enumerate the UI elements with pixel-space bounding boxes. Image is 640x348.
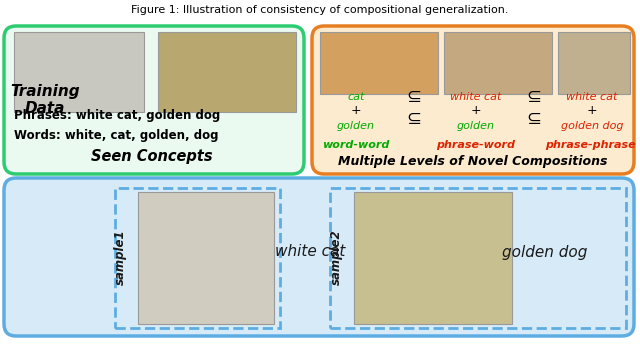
Text: golden dog: golden dog <box>502 245 588 260</box>
Text: cat: cat <box>348 92 365 102</box>
Text: Figure 1: Illustration of consistency of compositional generalization.: Figure 1: Illustration of consistency of… <box>131 5 509 15</box>
Text: ⊆: ⊆ <box>527 88 541 106</box>
FancyBboxPatch shape <box>4 178 634 336</box>
Text: phrase-phrase: phrase-phrase <box>545 140 636 150</box>
Bar <box>444 32 552 94</box>
Bar <box>330 188 626 328</box>
FancyBboxPatch shape <box>4 26 304 174</box>
Text: Phrases: white cat, golden dog: Phrases: white cat, golden dog <box>14 110 220 122</box>
Text: white cat: white cat <box>275 245 345 260</box>
Bar <box>558 32 630 94</box>
Bar <box>115 188 280 328</box>
Text: golden dog: golden dog <box>561 121 623 131</box>
Bar <box>14 32 144 112</box>
Text: ⊆: ⊆ <box>406 88 422 106</box>
Text: +: + <box>587 104 597 118</box>
Text: phrase-word: phrase-word <box>436 140 515 150</box>
Text: ⊆: ⊆ <box>527 110 541 128</box>
Text: Seen Concepts: Seen Concepts <box>91 149 213 164</box>
Text: golden: golden <box>337 121 375 131</box>
Text: +: + <box>470 104 481 118</box>
Text: +: + <box>351 104 362 118</box>
Text: white cat: white cat <box>451 92 502 102</box>
Text: Multiple Levels of Novel Compositions: Multiple Levels of Novel Compositions <box>339 155 608 167</box>
Text: ⊆: ⊆ <box>406 110 422 128</box>
FancyBboxPatch shape <box>312 26 634 174</box>
Text: sample2: sample2 <box>330 229 342 285</box>
Bar <box>158 32 296 112</box>
Text: Words: white, cat, golden, dog: Words: white, cat, golden, dog <box>14 128 218 142</box>
Text: Training
Data: Training Data <box>10 84 80 116</box>
Text: word-word: word-word <box>323 140 390 150</box>
Bar <box>138 192 274 324</box>
Text: white cat: white cat <box>566 92 618 102</box>
Text: golden: golden <box>457 121 495 131</box>
Bar <box>320 32 438 94</box>
Bar <box>354 192 512 324</box>
Text: sample1: sample1 <box>113 229 127 285</box>
